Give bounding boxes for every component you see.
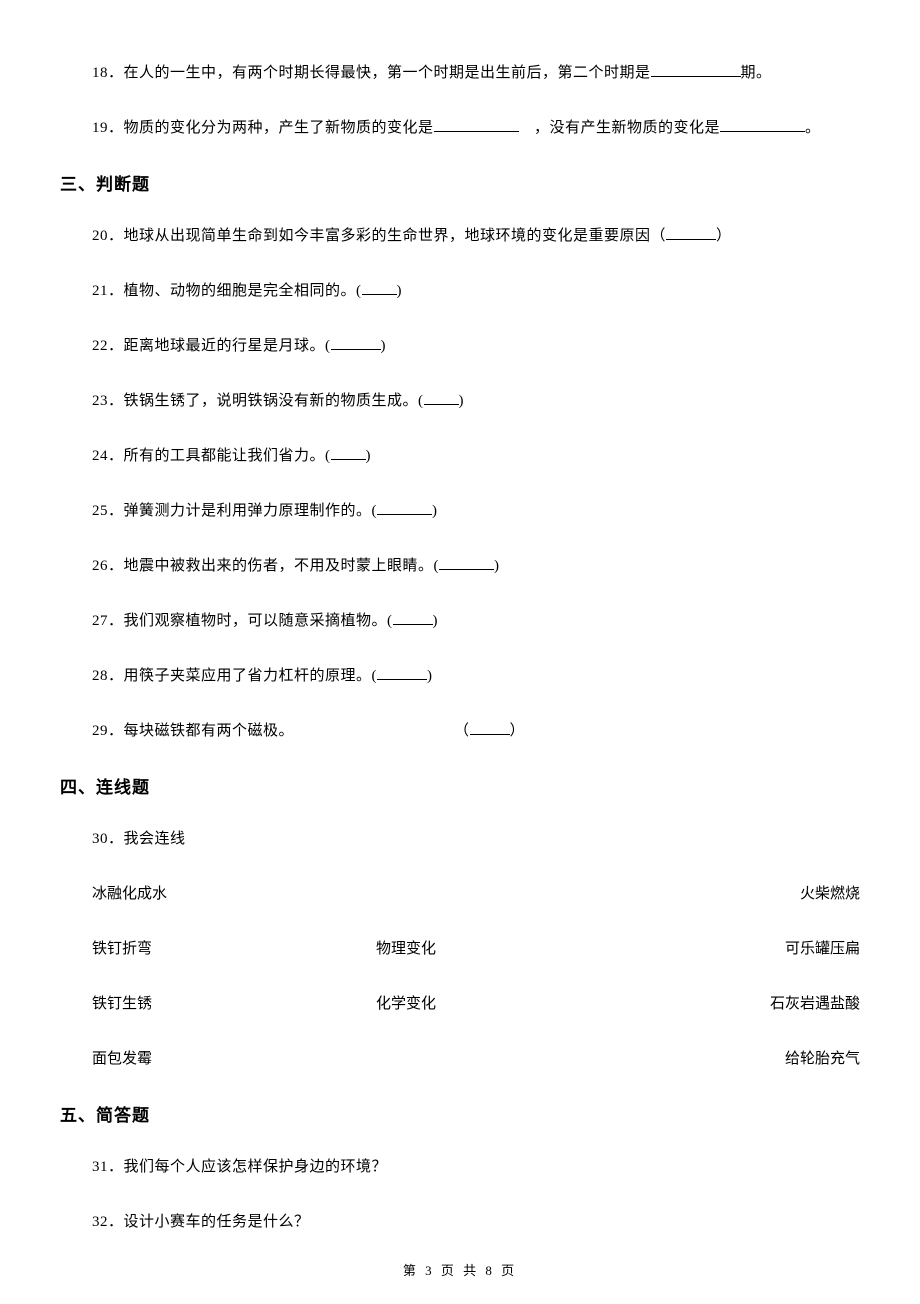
matching-left-item: 铁钉折弯 xyxy=(92,936,292,963)
close-paren: ） xyxy=(716,228,732,244)
question-text: ．用筷子夹菜应用了省力杠杆的原理。( xyxy=(108,668,377,684)
matching-row: 铁钉生锈 化学变化 石灰岩遇盐酸 xyxy=(92,991,860,1018)
fill-blank[interactable] xyxy=(331,349,381,350)
question-number: 22 xyxy=(92,338,108,354)
close-paren: ) xyxy=(427,668,433,684)
matching-left-item: 冰融化成水 xyxy=(92,881,292,908)
question-19: 19．物质的变化分为两种，产生了新物质的变化是 ，没有产生新物质的变化是 。 xyxy=(60,115,860,142)
question-31: 31．我们每个人应该怎样保护身边的环境？ xyxy=(60,1154,860,1181)
question-text: ．地震中被救出来的伤者，不用及时蒙上眼睛。( xyxy=(108,558,439,574)
question-number: 21 xyxy=(92,283,108,299)
matching-container: 冰融化成水 火柴燃烧 铁钉折弯 物理变化 可乐罐压扁 铁钉生锈 化学变化 石灰岩… xyxy=(60,881,860,1073)
section-4-header: 四、连线题 xyxy=(60,773,860,798)
fill-blank[interactable] xyxy=(377,514,432,515)
question-28: 28．用筷子夹菜应用了省力杠杆的原理。() xyxy=(60,663,860,690)
question-number: 31 xyxy=(92,1159,108,1175)
matching-center-item: 化学变化 xyxy=(376,991,576,1018)
matching-left-item: 铁钉生锈 xyxy=(92,991,292,1018)
matching-row: 冰融化成水 火柴燃烧 xyxy=(92,881,860,908)
question-number: 32 xyxy=(92,1214,108,1230)
question-21: 21．植物、动物的细胞是完全相同的。() xyxy=(60,278,860,305)
question-suffix: 期。 xyxy=(741,65,772,81)
matching-right-item: 石灰岩遇盐酸 xyxy=(660,991,860,1018)
matching-right-item: 火柴燃烧 xyxy=(660,881,860,908)
fill-blank[interactable] xyxy=(666,239,716,240)
question-number: 29 xyxy=(92,723,108,739)
fill-blank[interactable] xyxy=(720,131,805,132)
question-20: 20．地球从出现简单生命到如今丰富多彩的生命世界，地球环境的变化是重要原因（ ） xyxy=(60,223,860,250)
question-text: ．设计小赛车的任务是什么？ xyxy=(108,1214,310,1230)
question-number: 26 xyxy=(92,558,108,574)
close-paren: ) xyxy=(397,283,403,299)
question-text: ．距离地球最近的行星是月球。( xyxy=(108,338,331,354)
open-paren: （ xyxy=(454,723,470,739)
fill-blank[interactable] xyxy=(331,459,366,460)
question-number: 18 xyxy=(92,65,108,81)
fill-blank[interactable] xyxy=(393,624,433,625)
close-paren: ) xyxy=(432,503,438,519)
question-number: 30 xyxy=(92,831,108,847)
close-paren: ) xyxy=(433,613,439,629)
matching-right-item: 可乐罐压扁 xyxy=(660,936,860,963)
question-26: 26．地震中被救出来的伤者，不用及时蒙上眼睛。() xyxy=(60,553,860,580)
question-24: 24．所有的工具都能让我们省力。() xyxy=(60,443,860,470)
question-32: 32．设计小赛车的任务是什么？ xyxy=(60,1209,860,1236)
fill-blank[interactable] xyxy=(424,404,459,405)
fill-blank[interactable] xyxy=(362,294,397,295)
question-text: ．在人的一生中，有两个时期长得最快，第一个时期是出生前后，第二个时期是 xyxy=(108,65,651,81)
matching-center-item: 物理变化 xyxy=(376,936,576,963)
question-text: ．所有的工具都能让我们省力。( xyxy=(108,448,331,464)
close-paren: ) xyxy=(494,558,500,574)
question-number: 20 xyxy=(92,228,108,244)
close-paren: ) xyxy=(459,393,465,409)
question-18: 18．在人的一生中，有两个时期长得最快，第一个时期是出生前后，第二个时期是 期。 xyxy=(60,60,860,87)
question-text: ．我们每个人应该怎样保护身边的环境？ xyxy=(108,1159,387,1175)
question-number: 23 xyxy=(92,393,108,409)
matching-left-item: 面包发霉 xyxy=(92,1046,292,1073)
matching-center-item xyxy=(376,1046,576,1073)
question-number: 28 xyxy=(92,668,108,684)
question-29: 29．每块磁铁都有两个磁极。 （ ） xyxy=(60,718,860,745)
matching-row: 铁钉折弯 物理变化 可乐罐压扁 xyxy=(92,936,860,963)
fill-blank[interactable] xyxy=(651,76,741,77)
question-30: 30．我会连线 xyxy=(60,826,860,853)
matching-center-item xyxy=(376,881,576,908)
question-text: ．地球从出现简单生命到如今丰富多彩的生命世界，地球环境的变化是重要原因（ xyxy=(108,228,666,244)
question-number: 19 xyxy=(92,120,108,136)
question-text: ．我们观察植物时，可以随意采摘植物。( xyxy=(108,613,393,629)
close-paren: ） xyxy=(510,723,526,739)
fill-blank[interactable] xyxy=(470,734,510,735)
close-paren: ) xyxy=(366,448,372,464)
section-3-header: 三、判断题 xyxy=(60,170,860,195)
question-mid: ，没有产生新物质的变化是 xyxy=(519,120,721,136)
question-text: ．每块磁铁都有两个磁极。 xyxy=(108,723,294,739)
close-paren: ) xyxy=(381,338,387,354)
page-footer: 第 3 页 共 8 页 xyxy=(0,1260,920,1279)
question-suffix: 。 xyxy=(805,120,821,136)
question-text: ．铁锅生锈了，说明铁锅没有新的物质生成。( xyxy=(108,393,424,409)
fill-blank[interactable] xyxy=(434,131,519,132)
question-text: ．物质的变化分为两种，产生了新物质的变化是 xyxy=(108,120,434,136)
question-number: 27 xyxy=(92,613,108,629)
question-25: 25．弹簧测力计是利用弹力原理制作的。() xyxy=(60,498,860,525)
section-5-header: 五、简答题 xyxy=(60,1101,860,1126)
matching-row: 面包发霉 给轮胎充气 xyxy=(92,1046,860,1073)
question-23: 23．铁锅生锈了，说明铁锅没有新的物质生成。() xyxy=(60,388,860,415)
question-text: ．弹簧测力计是利用弹力原理制作的。( xyxy=(108,503,377,519)
fill-blank[interactable] xyxy=(439,569,494,570)
fill-blank[interactable] xyxy=(377,679,427,680)
question-number: 25 xyxy=(92,503,108,519)
question-number: 24 xyxy=(92,448,108,464)
question-text: ．植物、动物的细胞是完全相同的。( xyxy=(108,283,362,299)
matching-right-item: 给轮胎充气 xyxy=(660,1046,860,1073)
question-text: ．我会连线 xyxy=(108,831,186,847)
question-27: 27．我们观察植物时，可以随意采摘植物。() xyxy=(60,608,860,635)
question-22: 22．距离地球最近的行星是月球。() xyxy=(60,333,860,360)
